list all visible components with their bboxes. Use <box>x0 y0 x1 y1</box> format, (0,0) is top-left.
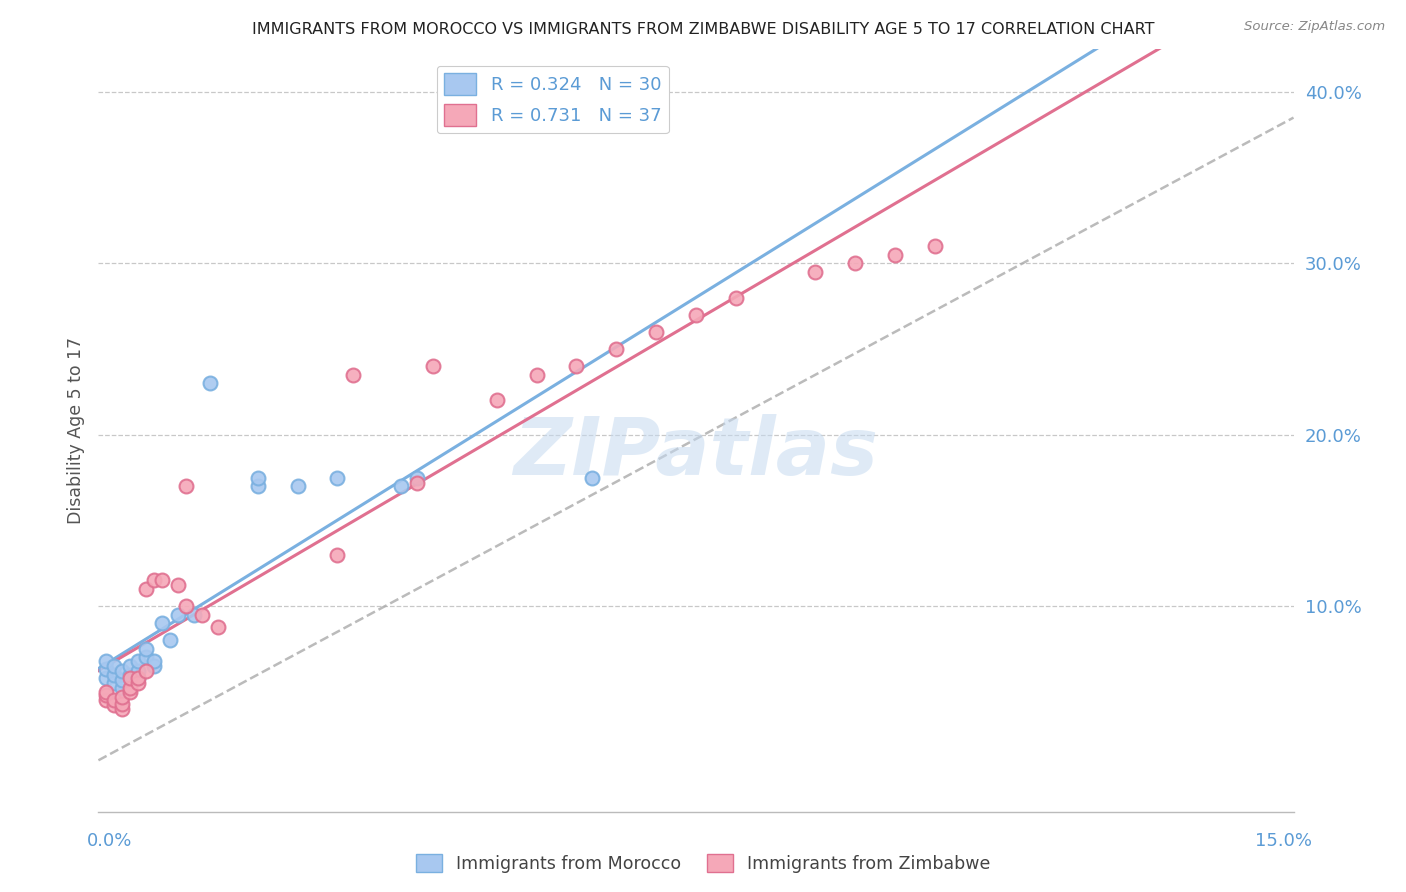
Point <box>120 671 142 685</box>
Point <box>884 248 907 262</box>
Point <box>342 368 364 382</box>
Text: 0.0%: 0.0% <box>87 831 132 849</box>
Point <box>143 574 166 588</box>
Point <box>111 681 134 696</box>
Point <box>645 325 668 339</box>
Point <box>96 688 118 702</box>
Point <box>605 342 627 356</box>
Point <box>135 650 157 665</box>
Point <box>207 619 229 633</box>
Point <box>406 475 429 490</box>
Point <box>326 470 349 484</box>
Point <box>804 265 827 279</box>
Point <box>127 671 149 685</box>
Point <box>191 607 214 622</box>
Y-axis label: Disability Age 5 to 17: Disability Age 5 to 17 <box>66 337 84 524</box>
Point <box>565 359 588 373</box>
Point <box>111 697 134 711</box>
Point <box>581 470 603 484</box>
Text: IMMIGRANTS FROM MOROCCO VS IMMIGRANTS FROM ZIMBABWE DISABILITY AGE 5 TO 17 CORRE: IMMIGRANTS FROM MOROCCO VS IMMIGRANTS FR… <box>252 22 1154 37</box>
Point <box>96 685 118 699</box>
Point <box>198 376 221 391</box>
Point <box>389 479 412 493</box>
Text: 15.0%: 15.0% <box>1254 831 1312 849</box>
Legend: Immigrants from Morocco, Immigrants from Zimbabwe: Immigrants from Morocco, Immigrants from… <box>409 847 997 880</box>
Point <box>246 470 269 484</box>
Point <box>844 256 866 270</box>
Point <box>120 685 142 699</box>
Point <box>406 470 429 484</box>
Point <box>287 479 309 493</box>
Point <box>724 291 747 305</box>
Point <box>103 693 125 707</box>
Point <box>143 659 166 673</box>
Text: ZIPatlas: ZIPatlas <box>513 414 879 492</box>
Point <box>685 308 707 322</box>
Point <box>96 693 118 707</box>
Point <box>167 607 190 622</box>
Point <box>422 359 444 373</box>
Point <box>103 667 125 681</box>
Point <box>326 548 349 562</box>
Point <box>111 702 134 716</box>
Point <box>96 663 118 677</box>
Point <box>120 659 142 673</box>
Point <box>127 676 149 690</box>
Point <box>96 654 118 668</box>
Point <box>111 673 134 687</box>
Point <box>174 479 197 493</box>
Point <box>159 633 181 648</box>
Point <box>246 479 269 493</box>
Point <box>103 676 125 690</box>
Point <box>485 393 508 408</box>
Point <box>111 664 134 678</box>
Point <box>135 664 157 678</box>
Point <box>103 659 125 673</box>
Point <box>183 607 205 622</box>
Point <box>135 582 157 596</box>
Point <box>150 574 173 588</box>
Legend: R = 0.324   N = 30, R = 0.731   N = 37: R = 0.324 N = 30, R = 0.731 N = 37 <box>436 66 669 133</box>
Text: Source: ZipAtlas.com: Source: ZipAtlas.com <box>1244 20 1385 33</box>
Point <box>120 681 142 696</box>
Point <box>174 599 197 613</box>
Point <box>127 664 149 678</box>
Point <box>96 671 118 685</box>
Point <box>924 239 946 253</box>
Point <box>150 616 173 631</box>
Point <box>143 654 166 668</box>
Point <box>526 368 548 382</box>
Point <box>167 578 190 592</box>
Point <box>135 641 157 656</box>
Point <box>103 698 125 713</box>
Point <box>120 667 142 681</box>
Point <box>127 654 149 668</box>
Point <box>111 690 134 704</box>
Point <box>127 671 149 685</box>
